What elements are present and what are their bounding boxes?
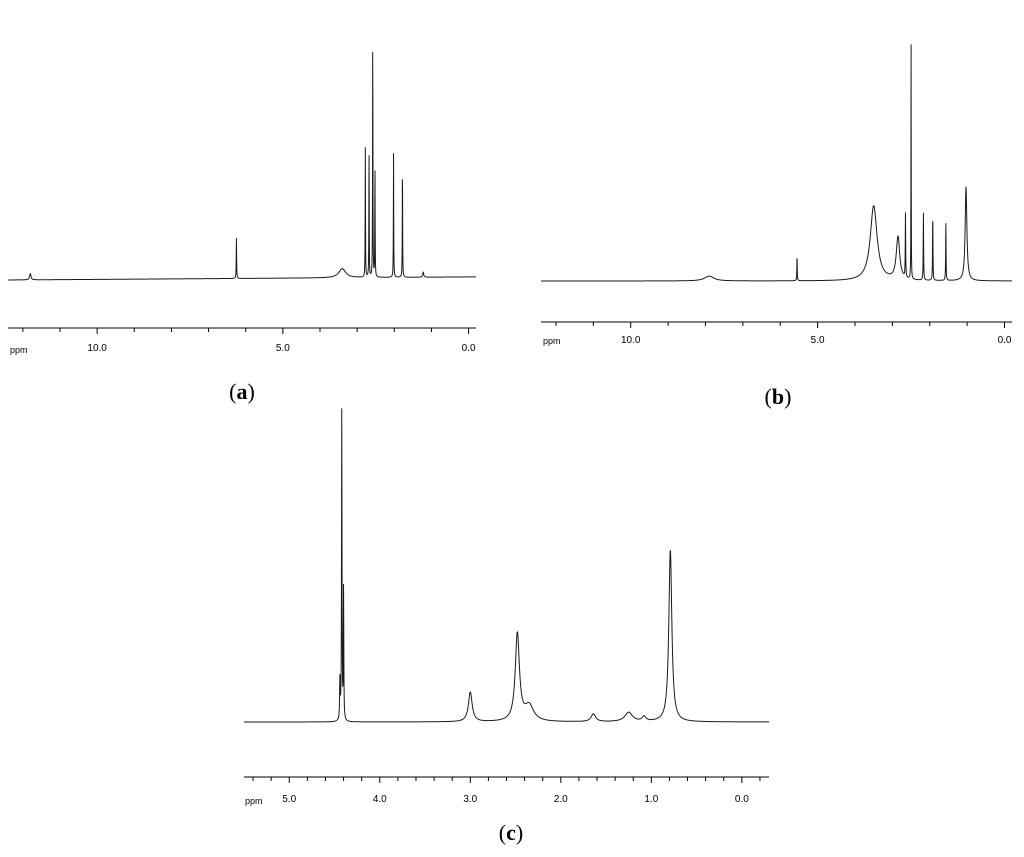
panel-label-b: (b): [765, 384, 792, 409]
tick-label-c-0: 0.0: [735, 794, 749, 805]
x-axis-label-c: ppm: [245, 796, 263, 806]
panel-b: ppm 10.0 5.0 0.0 (b): [540, 44, 1013, 409]
spectrum-b-trace: [540, 44, 1013, 282]
panel-a: ppm 10.0 5.0 0.0 (a): [7, 51, 477, 404]
ticks-c: [252, 777, 761, 783]
panel-c: ppm 5.0 4.0 3.0 2.0 1.0 0.0 (c): [243, 408, 770, 845]
ticks-b: [555, 322, 1006, 328]
x-axis-label-a: ppm: [10, 345, 28, 355]
tick-label-c-5: 5.0: [282, 794, 296, 805]
panel-label-a: (a): [229, 379, 255, 404]
panel-label-c: (c): [499, 820, 523, 845]
tick-label-b-0: 0.0: [998, 335, 1012, 346]
tick-label-c-1: 1.0: [644, 794, 658, 805]
tick-label-b-5: 5.0: [811, 335, 825, 346]
spectrum-a-trace: [7, 51, 477, 281]
spectrum-c-trace: [243, 408, 770, 723]
tick-label-c-4: 4.0: [373, 794, 387, 805]
tick-label-a-0: 0.0: [462, 343, 476, 354]
ticks-a: [22, 328, 470, 334]
tick-label-b-10: 10.0: [621, 335, 641, 346]
tick-label-a-5: 5.0: [276, 343, 290, 354]
tick-label-a-10: 10.0: [87, 343, 107, 354]
tick-label-c-3: 3.0: [463, 794, 477, 805]
tick-label-c-2: 2.0: [554, 794, 568, 805]
x-axis-label-b: ppm: [543, 336, 561, 346]
